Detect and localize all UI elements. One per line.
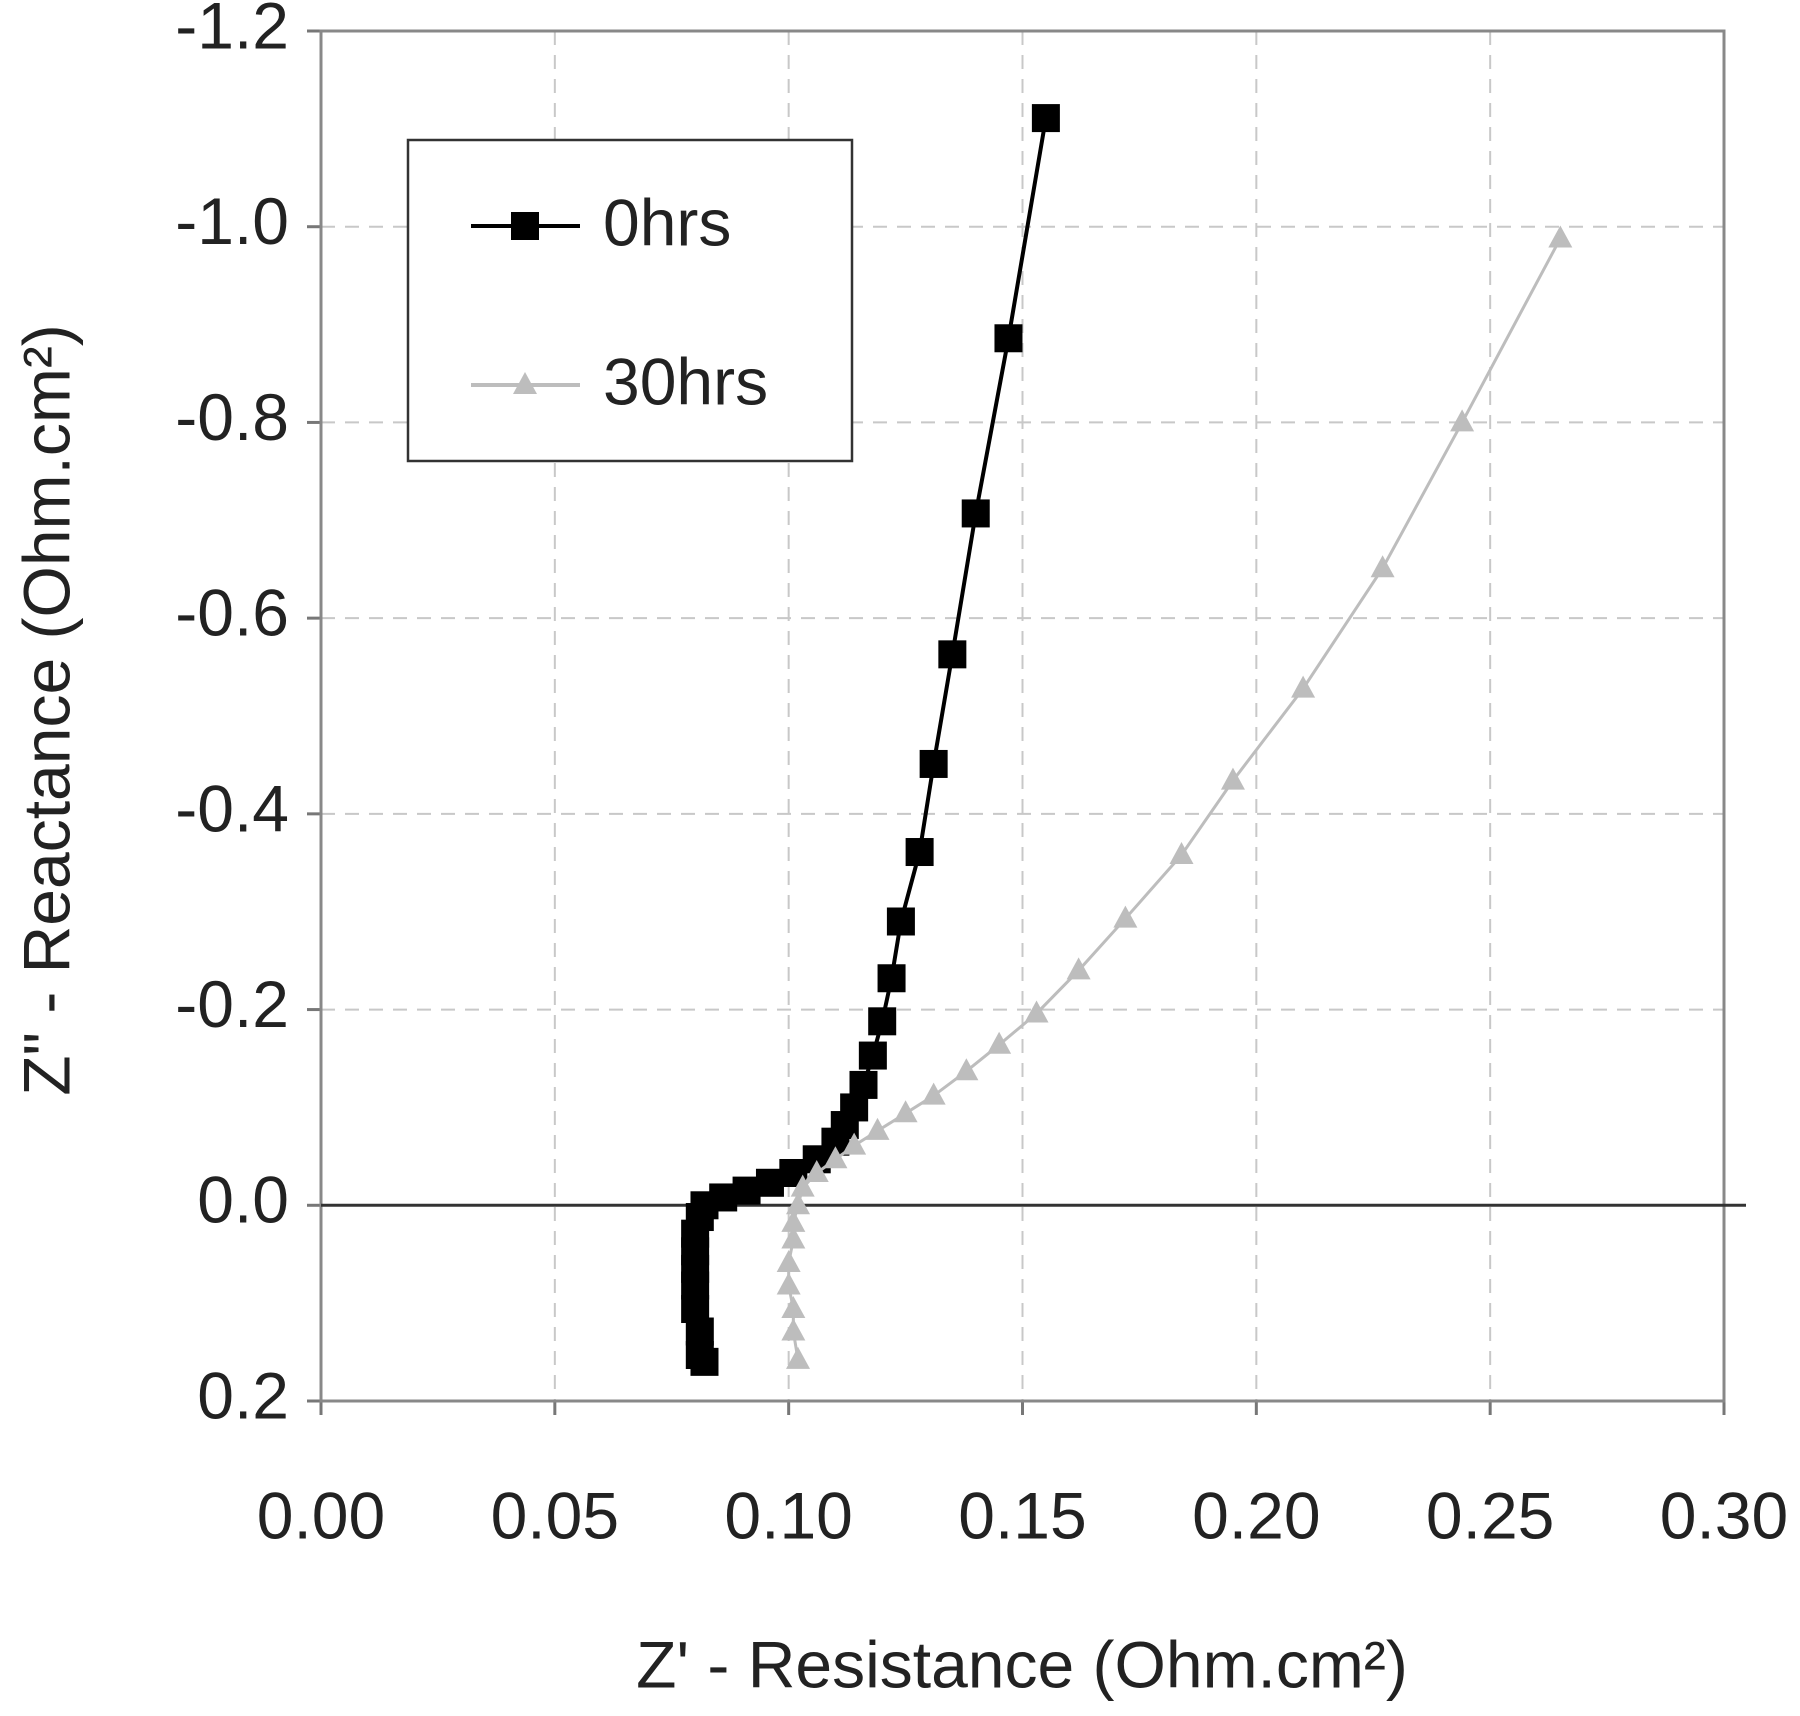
legend-marker [513, 372, 537, 394]
marker [823, 1146, 848, 1169]
marker [804, 1159, 829, 1182]
y-tick-label: -1.2 [175, 0, 289, 62]
marker [690, 1347, 719, 1376]
marker [921, 1082, 946, 1105]
legend: 0hrs 30hrs [406, 138, 854, 463]
legend-label: 0hrs [603, 185, 731, 259]
y-tick-label: -1.0 [175, 184, 289, 258]
plot-border [319, 29, 1726, 1403]
marker [776, 1250, 801, 1273]
marker [776, 1272, 801, 1295]
marker [1370, 555, 1395, 578]
legend-marker [511, 212, 539, 240]
y-tick-label: -0.2 [175, 967, 289, 1041]
marker [1113, 905, 1138, 928]
marker [893, 1100, 918, 1123]
marker [781, 1209, 806, 1232]
marker [786, 1192, 811, 1215]
marker [1024, 1000, 1049, 1023]
marker [886, 907, 915, 936]
marker [865, 1117, 890, 1140]
marker [954, 1058, 979, 1081]
marker [790, 1174, 815, 1197]
x-tick-label: 0.25 [1426, 1478, 1554, 1552]
marker [905, 838, 934, 867]
marker [1066, 957, 1091, 980]
y-tick-label: 0.0 [197, 1163, 289, 1237]
x-tick-label: 0.20 [1192, 1478, 1320, 1552]
y-tick-label: 0.2 [197, 1358, 289, 1432]
marker [786, 1346, 811, 1369]
marker [781, 1296, 806, 1319]
x-tick-label: 0.05 [491, 1478, 619, 1552]
y-tick-label: -0.4 [175, 771, 289, 845]
marker [919, 749, 948, 778]
marker [858, 1041, 887, 1070]
marker [1169, 841, 1194, 864]
x-axis-title: Z' - Resistance (Ohm.cm²) [636, 1627, 1408, 1701]
x-tick-label: 0.30 [1660, 1478, 1788, 1552]
marker [681, 1271, 710, 1300]
x-tick-label: 0.00 [257, 1478, 385, 1552]
marker [781, 1226, 806, 1249]
marker [938, 640, 967, 669]
marker [1220, 767, 1245, 790]
x-tick-label: 0.10 [724, 1478, 852, 1552]
x-tick-label: 0.15 [958, 1478, 1086, 1552]
y-axis-title: Z" - Reactance (Ohm.cm²) [9, 324, 83, 1096]
marker [961, 499, 990, 528]
marker [868, 1007, 897, 1036]
marker [994, 324, 1023, 353]
marker [732, 1176, 761, 1205]
marker [1291, 675, 1316, 698]
y-tick-label: -0.6 [175, 576, 289, 650]
marker [781, 1318, 806, 1341]
marker [842, 1132, 867, 1155]
marker [1450, 409, 1475, 432]
legend-label: 30hrs [603, 344, 768, 418]
marker [685, 1317, 714, 1346]
marker [987, 1031, 1012, 1054]
marker [877, 964, 906, 993]
marker [1548, 225, 1573, 248]
legend-box [406, 138, 854, 463]
marker [1031, 104, 1060, 133]
marker [755, 1168, 784, 1197]
y-tick-label: -0.8 [175, 380, 289, 454]
